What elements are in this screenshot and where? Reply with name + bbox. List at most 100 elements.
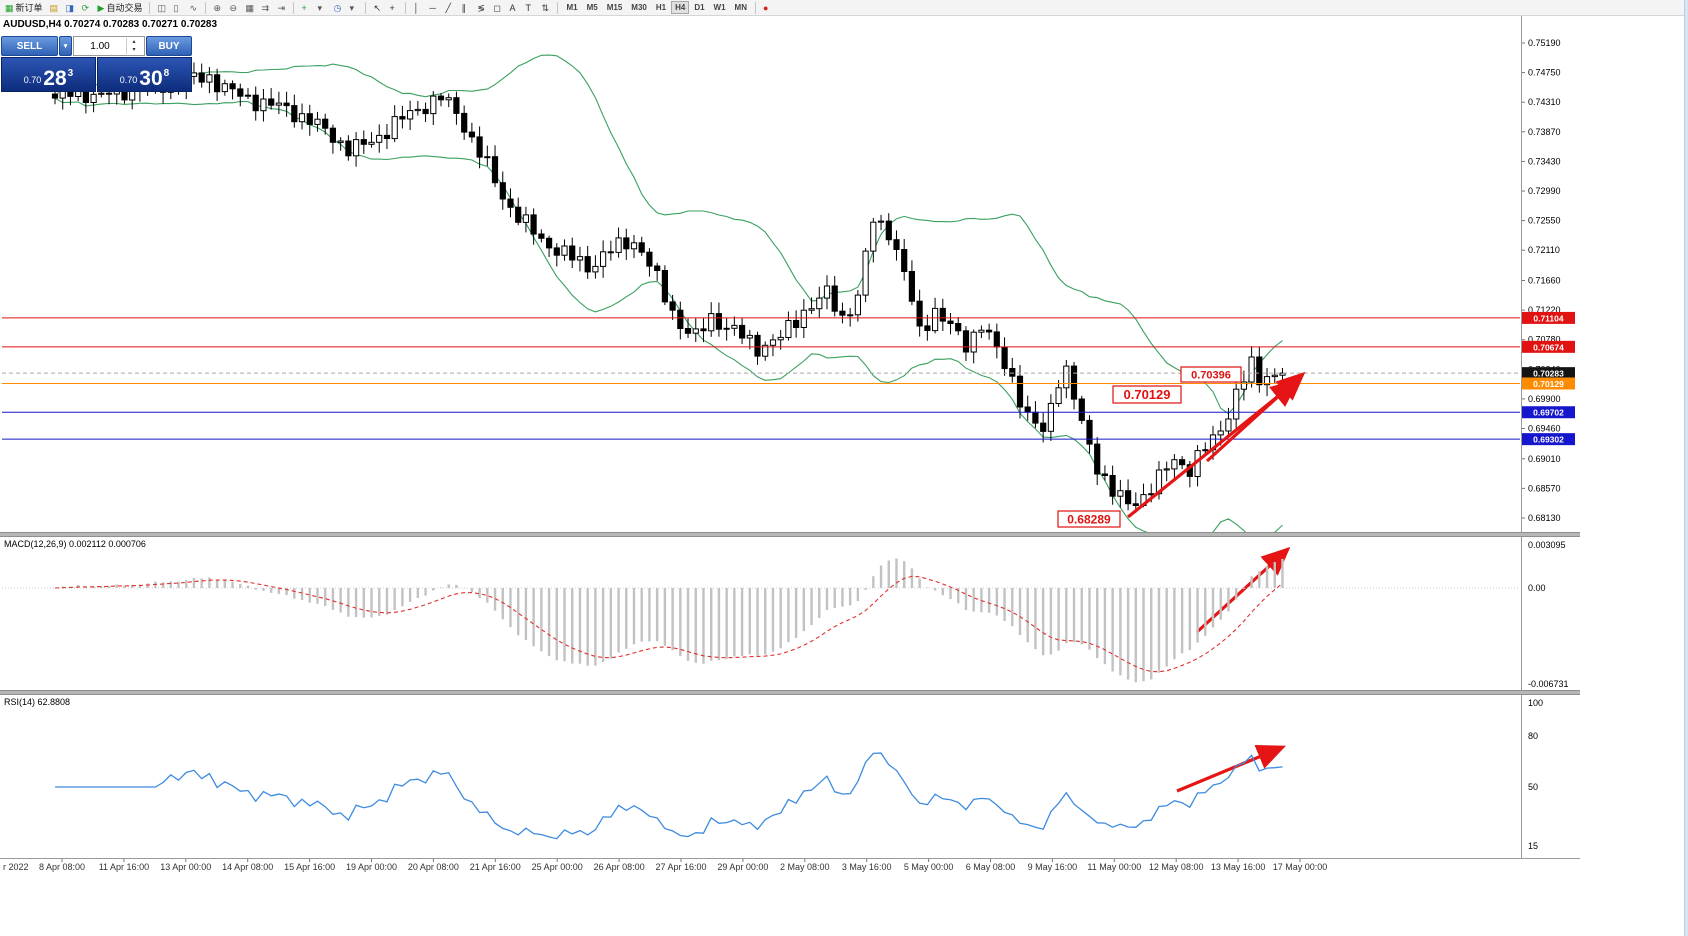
refresh-button[interactable]: ⟳ — [79, 1, 94, 15]
svg-text:0.69010: 0.69010 — [1528, 454, 1561, 464]
text-icon: A — [509, 2, 516, 13]
timeframe-h1-button[interactable]: H1 — [652, 1, 670, 14]
zoom-in-button[interactable]: ⊕ — [210, 1, 225, 15]
price-annotation[interactable] — [1112, 385, 1182, 404]
new-order-button[interactable]: ▦ 新订单 — [2, 1, 46, 15]
toolbar-separator — [365, 1, 367, 14]
svg-text:11 May 00:00: 11 May 00:00 — [1087, 862, 1141, 872]
crosshair-button[interactable]: + — [386, 1, 401, 15]
chart-profiles-icon: ▤ — [49, 2, 59, 13]
svg-text:0.71220: 0.71220 — [1528, 305, 1561, 315]
trendline-button[interactable]: ╱ — [442, 1, 457, 15]
zoom-out-button[interactable]: ⊖ — [226, 1, 241, 15]
volume-up-icon[interactable]: ▴ — [132, 39, 136, 45]
svg-text:15 Apr 16:00: 15 Apr 16:00 — [284, 862, 335, 872]
svg-text:0.00: 0.00 — [1528, 583, 1546, 593]
trend-arrow[interactable] — [1205, 371, 1306, 463]
indicators-dropdown-button[interactable]: ▾ — [314, 1, 329, 15]
chart-profiles-button[interactable]: ▤ — [47, 1, 62, 15]
horizontal-line-button[interactable]: ─ — [426, 1, 441, 15]
svg-text:0.70129: 0.70129 — [1124, 387, 1171, 402]
candles-chart-button[interactable]: ▯ — [170, 1, 185, 15]
bollinger-lower-band — [54, 97, 1283, 533]
svg-text:17 May 00:00: 17 May 00:00 — [1273, 862, 1328, 872]
timeframe-mn-button[interactable]: MN — [731, 1, 751, 14]
svg-text:13 Apr 00:00: 13 Apr 00:00 — [160, 862, 211, 872]
vertical-line-button[interactable]: │ — [410, 1, 425, 15]
svg-text:25 Apr 00:00: 25 Apr 00:00 — [532, 862, 583, 872]
timeframe-m1-button[interactable]: M1 — [562, 1, 581, 14]
price-annotation[interactable] — [1057, 510, 1121, 528]
data-window-button[interactable]: ◨ — [63, 1, 78, 15]
timeframe-m15-button[interactable]: M15 — [603, 1, 627, 14]
svg-text:27 Apr 16:00: 27 Apr 16:00 — [655, 862, 706, 872]
ask-price[interactable]: 0.70 30 8 — [97, 57, 192, 92]
zoom-in-icon: ⊕ — [213, 2, 222, 13]
indicators-button[interactable]: + — [298, 1, 313, 15]
autotrade-icon: ▶ — [97, 2, 105, 13]
volume-down-icon[interactable]: ▾ — [132, 47, 136, 53]
trend-arrow[interactable] — [1176, 744, 1286, 793]
periods-dropdown-button[interactable]: ▾ — [346, 1, 361, 15]
svg-text:9 May 16:00: 9 May 16:00 — [1028, 862, 1078, 872]
timeframe-m30-button[interactable]: M30 — [627, 1, 651, 14]
fibonacci-button[interactable]: ≶ — [474, 1, 489, 15]
candles-chart-icon: ▯ — [173, 2, 179, 13]
order-type-dropdown[interactable]: ▾ — [59, 36, 72, 56]
new-order-icon: ▦ — [5, 2, 14, 13]
panel-splitter[interactable] — [0, 690, 1580, 695]
auto-scroll-icon: ⇉ — [261, 2, 270, 13]
svg-text:0.74310: 0.74310 — [1528, 97, 1561, 107]
shapes-button[interactable]: ◻ — [490, 1, 505, 15]
periods-button[interactable]: ◷ — [330, 1, 345, 15]
svg-text:11 Apr 16:00: 11 Apr 16:00 — [99, 862, 149, 872]
buy-button[interactable]: BUY — [146, 36, 192, 56]
timeframe-w1-button[interactable]: W1 — [710, 1, 730, 14]
volume-input[interactable] — [74, 38, 126, 54]
sell-button[interactable]: SELL — [1, 36, 58, 56]
svg-text:0.003095: 0.003095 — [1528, 540, 1566, 550]
macd-histogram — [61, 558, 1284, 683]
svg-text:0.70396: 0.70396 — [1191, 369, 1231, 381]
autotrade-button-label: 自动交易 — [106, 3, 143, 13]
svg-text:6 May 08:00: 6 May 08:00 — [966, 862, 1016, 872]
toolbar: ▦ 新订单 ▤ ◨ ⟳ ▶ 自动交易 ◫ ▯ ∿ ⊕ ⊖ ▦ ⇉ ⇥ + ▾ ◷ ▾ ↖ + │ ─ ╱ ∥ ≶ ◻ A T ⇅ M1 M5 M… — [0, 0, 1688, 16]
svg-text:0.73430: 0.73430 — [1528, 156, 1561, 166]
svg-text:0.70780: 0.70780 — [1528, 335, 1561, 345]
fibonacci-icon: ≶ — [477, 2, 486, 13]
macd-signal-line — [54, 575, 1283, 673]
indicators-dropdown-icon: ▾ — [317, 2, 322, 13]
volume-spinner: ▴ ▾ — [126, 38, 141, 54]
text-label-button[interactable]: T — [522, 1, 537, 15]
time-axis-separator — [0, 858, 1580, 859]
bid-price[interactable]: 0.70 28 3 — [1, 57, 96, 92]
arrows-button[interactable]: ⇅ — [538, 1, 553, 15]
autotrade-button[interactable]: ▶ 自动交易 — [95, 1, 146, 15]
timeframe-m5-button[interactable]: M5 — [583, 1, 602, 14]
palette-button[interactable]: ● — [760, 1, 775, 15]
price-axis[interactable] — [1522, 16, 1580, 858]
ask-big-digits: 30 — [139, 67, 163, 90]
price-annotation[interactable] — [1180, 366, 1242, 383]
text-button[interactable]: A — [506, 1, 521, 15]
bid-big-digits: 28 — [43, 67, 67, 90]
timeframe-d1-button[interactable]: D1 — [690, 1, 708, 14]
channel-icon: ∥ — [461, 2, 466, 13]
tile-windows-button[interactable]: ▦ — [242, 1, 257, 15]
ask-pip-digit: 8 — [163, 68, 170, 79]
svg-text:0.72990: 0.72990 — [1528, 186, 1561, 196]
time-axis[interactable] — [0, 859, 1520, 875]
svg-text:80: 80 — [1528, 731, 1538, 741]
chart-shift-icon: ⇥ — [277, 2, 286, 13]
svg-text:0.72110: 0.72110 — [1528, 245, 1560, 255]
panel-splitter[interactable] — [0, 532, 1580, 537]
chart-shift-button[interactable]: ⇥ — [274, 1, 289, 15]
channel-button[interactable]: ∥ — [458, 1, 473, 15]
auto-scroll-button[interactable]: ⇉ — [258, 1, 273, 15]
line-chart-button[interactable]: ∿ — [186, 1, 201, 15]
timeframe-h4-button[interactable]: H4 — [671, 1, 690, 14]
crosshair-icon: + — [389, 2, 395, 13]
cursor-button[interactable]: ↖ — [370, 1, 385, 15]
bars-chart-button[interactable]: ◫ — [154, 1, 169, 15]
